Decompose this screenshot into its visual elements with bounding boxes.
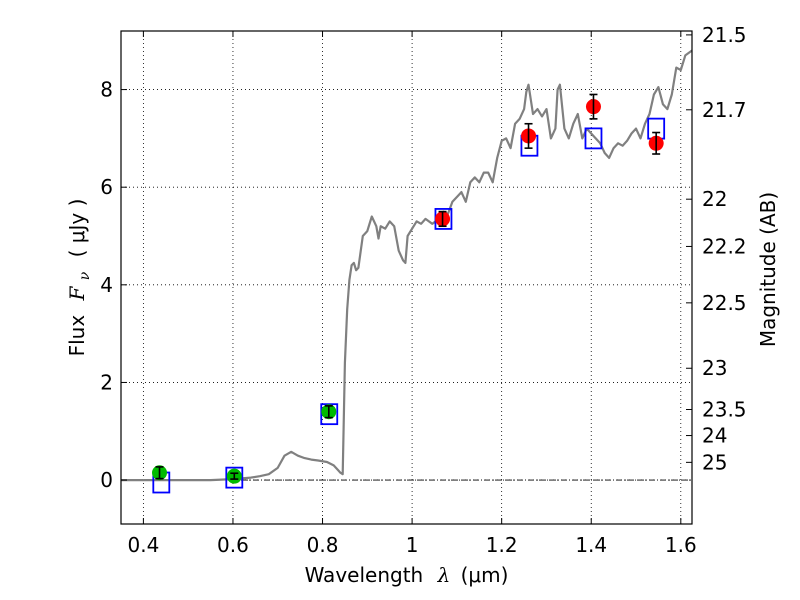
model-photometry-square — [584, 127, 603, 150]
model-spectrum — [121, 49, 693, 482]
x-tick-label: 1.2 — [486, 533, 518, 557]
x-tick-label: 0.6 — [217, 533, 249, 557]
x-axis-label: Wavelength λ (μm) — [305, 563, 509, 587]
x-tick-label: 1 — [406, 533, 419, 557]
x-tick-label: 1.4 — [575, 533, 607, 557]
y2-tick-label: 21.5 — [702, 23, 747, 47]
y-axis-label: Flux F ν ( μJy ) — [65, 199, 94, 357]
y-tick-label: 8 — [100, 78, 113, 102]
y2-tick-label: 25 — [702, 450, 727, 474]
plot-frame — [120, 30, 693, 525]
y2-tick-label: 24 — [702, 424, 727, 448]
x-axis-label-unit: (μm) — [461, 563, 509, 587]
tick-labels: 0.4 0.6 0.8 1 1.2 1.4 1.60246821.521.72222.222… — [100, 23, 746, 557]
observed-photometry-points — [152, 93, 664, 484]
x-tick-label: 0.4 — [127, 533, 159, 557]
grid — [121, 31, 692, 524]
y-axis-label-symbol: F — [65, 285, 89, 301]
x-axis-label-symbol: λ — [437, 563, 451, 587]
x-tick-label: 0.8 — [307, 533, 339, 557]
y2-tick-label: 22 — [702, 187, 727, 211]
y2-tick-label: 22.5 — [702, 291, 747, 315]
y2-tick-label: 22.2 — [702, 234, 747, 258]
axis-ticks — [121, 31, 692, 524]
y-tick-label: 2 — [100, 370, 113, 394]
y-tick-label: 6 — [100, 175, 113, 199]
model-spectrum-line — [121, 49, 693, 482]
y2-axis-label: Magnitude (AB) — [756, 192, 780, 347]
model-photometry-square — [225, 466, 244, 489]
y-axis-label-subscript: ν — [77, 271, 93, 280]
y-tick-label: 0 — [100, 468, 113, 492]
y2-tick-label: 23.5 — [702, 398, 747, 422]
y2-tick-label: 23 — [702, 356, 727, 380]
y-axis-label-unit: ( μJy ) — [65, 199, 89, 258]
y-tick-label: 4 — [100, 273, 113, 297]
x-axis-label-prefix: Wavelength — [305, 563, 424, 587]
x-tick-label: 1.6 — [665, 533, 697, 557]
y-axis-label-prefix: Flux — [65, 315, 89, 357]
model-photometry-square — [320, 403, 339, 426]
model-photometry-points — [152, 117, 666, 494]
y2-tick-label: 21.7 — [702, 98, 747, 122]
